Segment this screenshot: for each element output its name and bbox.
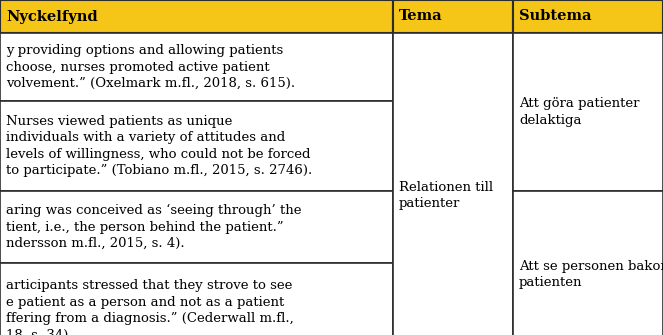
Bar [393,33,513,335]
Text: y providing options and allowing patients
choose, nurses promoted active patient: y providing options and allowing patient… [6,44,295,90]
Bar [0,0,393,33]
Bar [513,191,663,335]
Text: Subtema: Subtema [519,9,591,23]
Bar [0,33,393,101]
Text: Nyckelfynd: Nyckelfynd [6,9,97,23]
Bar [0,101,393,191]
Text: Relationen till
patienter: Relationen till patienter [399,181,493,210]
Bar [513,0,663,33]
Text: Att göra patienter
delaktiga: Att göra patienter delaktiga [519,97,640,127]
Bar [393,0,513,33]
Text: articipants stressed that they strove to see
e patient as a person and not as a : articipants stressed that they strove to… [6,279,294,335]
Text: Att se personen bakom
patienten: Att se personen bakom patienten [519,260,663,289]
Bar [0,263,393,335]
Text: Tema: Tema [399,9,443,23]
Text: Nurses viewed patients as unique
individuals with a variety of attitudes and
lev: Nurses viewed patients as unique individ… [6,115,312,177]
Text: aring was conceived as ‘seeing through’ the
tient, i.e., the person behind the p: aring was conceived as ‘seeing through’ … [6,204,302,250]
Bar [513,33,663,191]
Bar [0,191,393,263]
